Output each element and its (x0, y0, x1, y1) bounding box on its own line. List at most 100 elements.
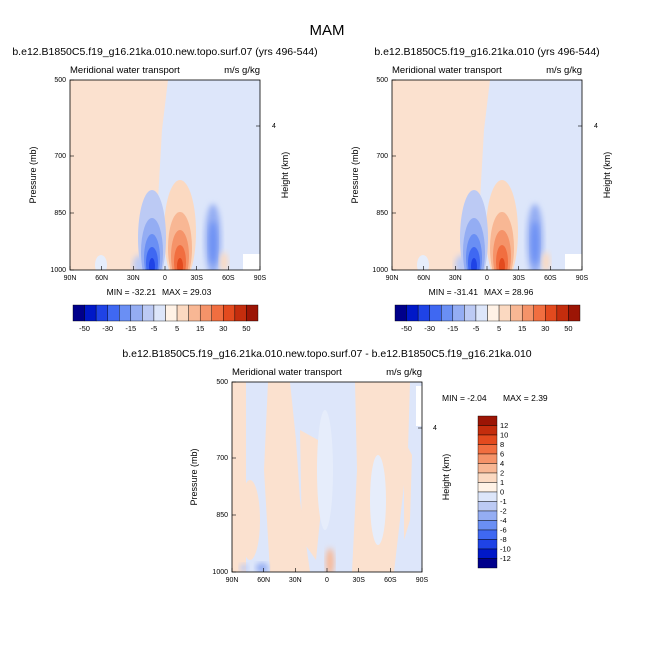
colorbar-swatch (417, 304, 430, 322)
right-label: m/s g/kg (224, 65, 260, 76)
small-light-cell (95, 255, 107, 270)
colorbar-swatch (107, 304, 120, 322)
colorbar-swatch (477, 520, 498, 531)
colorbar-swatch (510, 304, 523, 322)
colorbar-swatch (394, 304, 407, 322)
x-tick-label: 60S (544, 275, 557, 282)
y-axis-label: Pressure (mb) (189, 448, 199, 505)
figure-title: MAM (310, 22, 345, 39)
positive-patches (232, 382, 412, 572)
colorbar-swatch (556, 304, 569, 322)
colorbar-swatch (533, 304, 546, 322)
colorbar-label: 5 (175, 324, 179, 333)
colorbar-label: 12 (500, 421, 508, 430)
topography-mask (243, 254, 260, 270)
panel-control: b.e12.B1850C5.f19_g16.21ka.010.new.topo.… (12, 46, 317, 333)
colorbar-label: -6 (500, 526, 507, 535)
colorbar-swatch (95, 304, 108, 322)
colorbar-swatch (475, 304, 488, 322)
panel-difference: b.e12.B1850C5.f19_g16.21ka.010.new.topo.… (122, 348, 548, 584)
min-label: MIN = -32.21 (107, 287, 157, 297)
colorbar-swatch (130, 304, 143, 322)
right-label: m/s g/kg (546, 65, 582, 76)
plot-field (232, 382, 422, 572)
min-label: MIN = -31.41 (429, 287, 479, 297)
colorbar-swatch (441, 304, 454, 322)
y-axis: 500 700 850 1000 (50, 77, 74, 274)
plot-field (392, 80, 582, 270)
colorbar-label: 2 (500, 469, 504, 478)
max-positive-cell (326, 548, 334, 572)
x-axis: 90N 60N 30N 0 30S 60S 90S (226, 568, 429, 584)
topography-mask (565, 254, 582, 270)
colorbar-swatch (72, 304, 85, 322)
y-tick-label: 700 (216, 455, 228, 462)
colorbar-swatch (246, 304, 259, 322)
colorbar-label: -4 (500, 516, 507, 525)
y2-tick-label: 4 (433, 425, 437, 432)
colorbar-label: 4 (500, 459, 504, 468)
colorbar-swatch (452, 304, 465, 322)
colorbar-label: -12 (500, 554, 511, 563)
panel-title: b.e12.B1850C5.f19_g16.21ka.010.new.topo.… (122, 348, 531, 360)
colorbar-label: 15 (518, 324, 526, 333)
max-label: MAX = 2.39 (503, 393, 548, 403)
x-axis: 90N 60N 30N 0 30S 60S 90S (386, 266, 589, 282)
y-axis: 500 700 850 1000 (372, 77, 396, 274)
panel-title: b.e12.B1850C5.f19_g16.21ka.010 (yrs 496-… (374, 46, 599, 58)
colorbar-swatch (429, 304, 442, 322)
colorbar-swatch (477, 434, 498, 445)
y2-tick-label: 4 (594, 123, 598, 130)
left-label: Meridional water transport (232, 367, 342, 378)
colorbar-label: -15 (447, 324, 458, 333)
colorbar-swatch (477, 539, 498, 550)
x-tick-label: 90S (576, 275, 589, 282)
colorbar-swatch (477, 529, 498, 540)
y-tick-label: 500 (216, 379, 228, 386)
x-tick-label: 30S (512, 275, 525, 282)
y-axis: 500 700 850 1000 (212, 379, 236, 576)
colorbar-swatch (477, 482, 498, 493)
x-tick-label: 90S (416, 577, 429, 584)
x-axis: 90N 60N 30N 0 30S 60S 90S (64, 266, 267, 282)
colorbar-swatch (477, 491, 498, 502)
x-tick-label: 90N (226, 577, 239, 584)
colorbar-swatch (477, 558, 498, 569)
x-tick-label: 60N (417, 275, 430, 282)
y-tick-label: 700 (376, 153, 388, 160)
y-tick-label: 700 (54, 153, 66, 160)
colorbar-swatch (84, 304, 97, 322)
colorbar-swatch (477, 501, 498, 512)
colorbar-swatch (406, 304, 419, 322)
y-tick-label: 1000 (212, 569, 228, 576)
colorbar-label: -2 (500, 507, 507, 516)
right-label: m/s g/kg (386, 367, 422, 378)
x-tick-label: 90N (386, 275, 399, 282)
panel-reference: b.e12.B1850C5.f19_g16.21ka.010 (yrs 496-… (350, 46, 612, 333)
plot-field (70, 80, 260, 270)
colorbar: -50 -30 -15 -5 5 15 30 50 (72, 304, 259, 333)
colorbar-swatch (119, 304, 132, 322)
x-tick-label: 0 (325, 577, 329, 584)
colorbar-swatch (477, 510, 498, 521)
y-axis-label: Pressure (mb) (350, 146, 360, 203)
colorbar-label: -5 (473, 324, 480, 333)
colorbar-label: 6 (500, 450, 504, 459)
colorbar-swatch (188, 304, 201, 322)
colorbar-swatch (153, 304, 166, 322)
y-tick-label: 850 (376, 210, 388, 217)
y-tick-label: 500 (54, 77, 66, 84)
colorbar-label: 8 (500, 440, 504, 449)
colorbar-label: -30 (424, 324, 435, 333)
southern-negative-core (531, 221, 539, 265)
x-tick-label: 90S (254, 275, 267, 282)
x-tick-label: 30N (127, 275, 140, 282)
colorbar-label: 1 (500, 478, 504, 487)
small-light-cell (417, 255, 429, 270)
colorbar-label: 50 (564, 324, 572, 333)
negative-cell-core (471, 258, 477, 270)
southern-negative-core (209, 221, 217, 265)
colorbar-label: 50 (242, 324, 250, 333)
positive-side-lobe (542, 252, 550, 270)
